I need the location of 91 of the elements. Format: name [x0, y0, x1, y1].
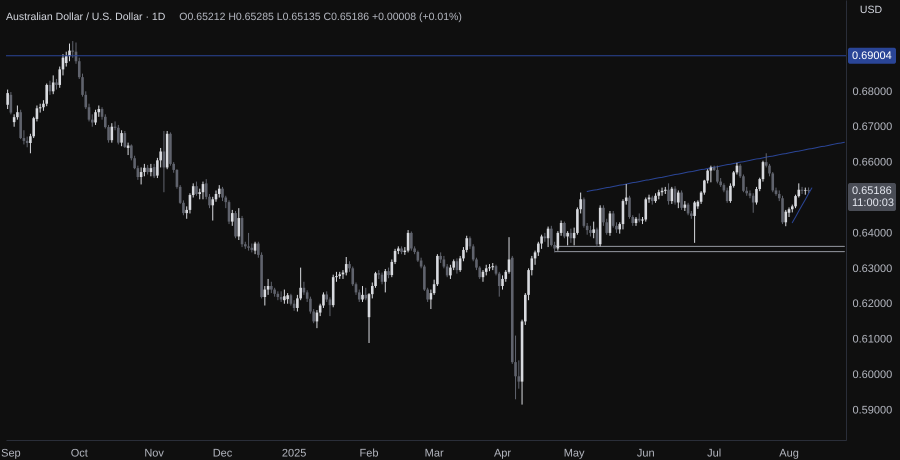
candlestick	[674, 186, 676, 206]
x-tick-label: Jun	[636, 448, 655, 460]
x-tick-label: Oct	[70, 448, 88, 460]
x-tick-label: Nov	[144, 448, 164, 460]
candlestick	[6, 89, 9, 110]
candlestick	[589, 225, 592, 237]
candlestick	[202, 181, 204, 200]
candlestick	[94, 109, 97, 126]
ref-line-label: 0.69004	[852, 50, 892, 62]
x-tick-label: Apr	[494, 448, 512, 460]
line-series	[586, 142, 845, 192]
candlestick	[247, 232, 250, 252]
candlestick	[52, 74, 55, 95]
candlestick	[195, 181, 198, 196]
candlestick	[48, 80, 52, 96]
candlestick	[657, 189, 660, 200]
candlestick	[110, 122, 114, 144]
candlestick	[592, 221, 595, 239]
candlestick	[456, 258, 458, 274]
y-tick-label: 0.64000	[852, 227, 892, 240]
candlestick	[644, 197, 648, 222]
candlestick	[10, 92, 12, 115]
candlestick	[563, 221, 566, 239]
candlestick	[710, 165, 712, 183]
text: 0.65186	[852, 184, 892, 197]
candlestick	[270, 281, 273, 294]
x-tick-label: Dec	[212, 448, 233, 460]
candlestick	[716, 165, 719, 184]
candlestick	[237, 208, 240, 240]
candlestick	[45, 83, 48, 107]
candlestick	[280, 290, 282, 302]
y-tick-label: 0.62000	[852, 298, 892, 310]
candlestick	[344, 256, 348, 276]
candlestick	[152, 163, 156, 179]
candlestick	[608, 210, 612, 236]
x-tick-label: Aug	[779, 448, 799, 460]
candlestick	[546, 226, 550, 248]
candlestick	[570, 228, 572, 244]
candlestick	[667, 182, 670, 206]
y-axis-title: USD	[860, 4, 882, 16]
y-tick-label: 0.61000	[852, 334, 892, 346]
candlestick	[364, 287, 368, 301]
y-tick-label: 0.66000	[852, 156, 892, 169]
x-tick-label: 2025	[282, 448, 306, 460]
candlestick	[126, 142, 130, 156]
candlestick	[680, 190, 683, 210]
candlestick	[228, 200, 230, 225]
line-series	[792, 187, 812, 224]
candlestick	[784, 209, 788, 227]
candlestick	[120, 130, 123, 147]
candlestick	[162, 130, 166, 193]
y-tick-label: 0.59000	[852, 404, 892, 416]
x-tick-label: Mar	[424, 448, 444, 460]
candlestick	[384, 268, 387, 293]
candlestick	[218, 184, 221, 198]
candlestick	[677, 190, 680, 209]
candlestick	[234, 210, 237, 239]
candlestick	[117, 124, 120, 145]
x-tick-label: May	[564, 448, 586, 460]
x-tick-label: Jul	[707, 448, 722, 460]
candlestick	[752, 192, 755, 214]
candlestick	[150, 163, 152, 177]
y-tick-label: 0.63000	[852, 262, 892, 275]
candlestick	[140, 166, 142, 185]
x-tick-label: Feb	[360, 448, 379, 460]
candlestick	[566, 230, 569, 246]
candlestick	[286, 292, 289, 304]
text: 11:00:03	[852, 196, 894, 209]
candlestick	[380, 272, 384, 285]
candlestick	[686, 202, 690, 216]
candlestick	[726, 187, 728, 204]
y-tick-label: 0.60000	[852, 369, 892, 382]
candlestick	[124, 130, 126, 148]
candlestick	[406, 230, 410, 253]
candlestick	[410, 231, 413, 252]
candlestick	[693, 200, 696, 244]
candlestick	[230, 209, 234, 226]
y-tick-label: 0.67000	[852, 121, 892, 134]
text: O0.65212 H0.65285 L0.65135 C0.65186 +0.00008 (+0.01%)	[179, 11, 462, 23]
candlestick	[654, 192, 657, 204]
candlestick	[254, 241, 256, 255]
y-tick-label: 0.68000	[852, 86, 892, 98]
x-tick-label: Sep	[1, 448, 21, 460]
candlestick	[146, 164, 149, 176]
candlestick	[387, 267, 390, 279]
candlestick	[684, 200, 686, 212]
candlestick	[361, 286, 364, 302]
text: Australian Dollar / U.S. Dollar · 1D	[6, 11, 166, 23]
candlestick	[596, 227, 598, 247]
candlestick	[55, 78, 58, 90]
candlestick	[670, 186, 674, 204]
